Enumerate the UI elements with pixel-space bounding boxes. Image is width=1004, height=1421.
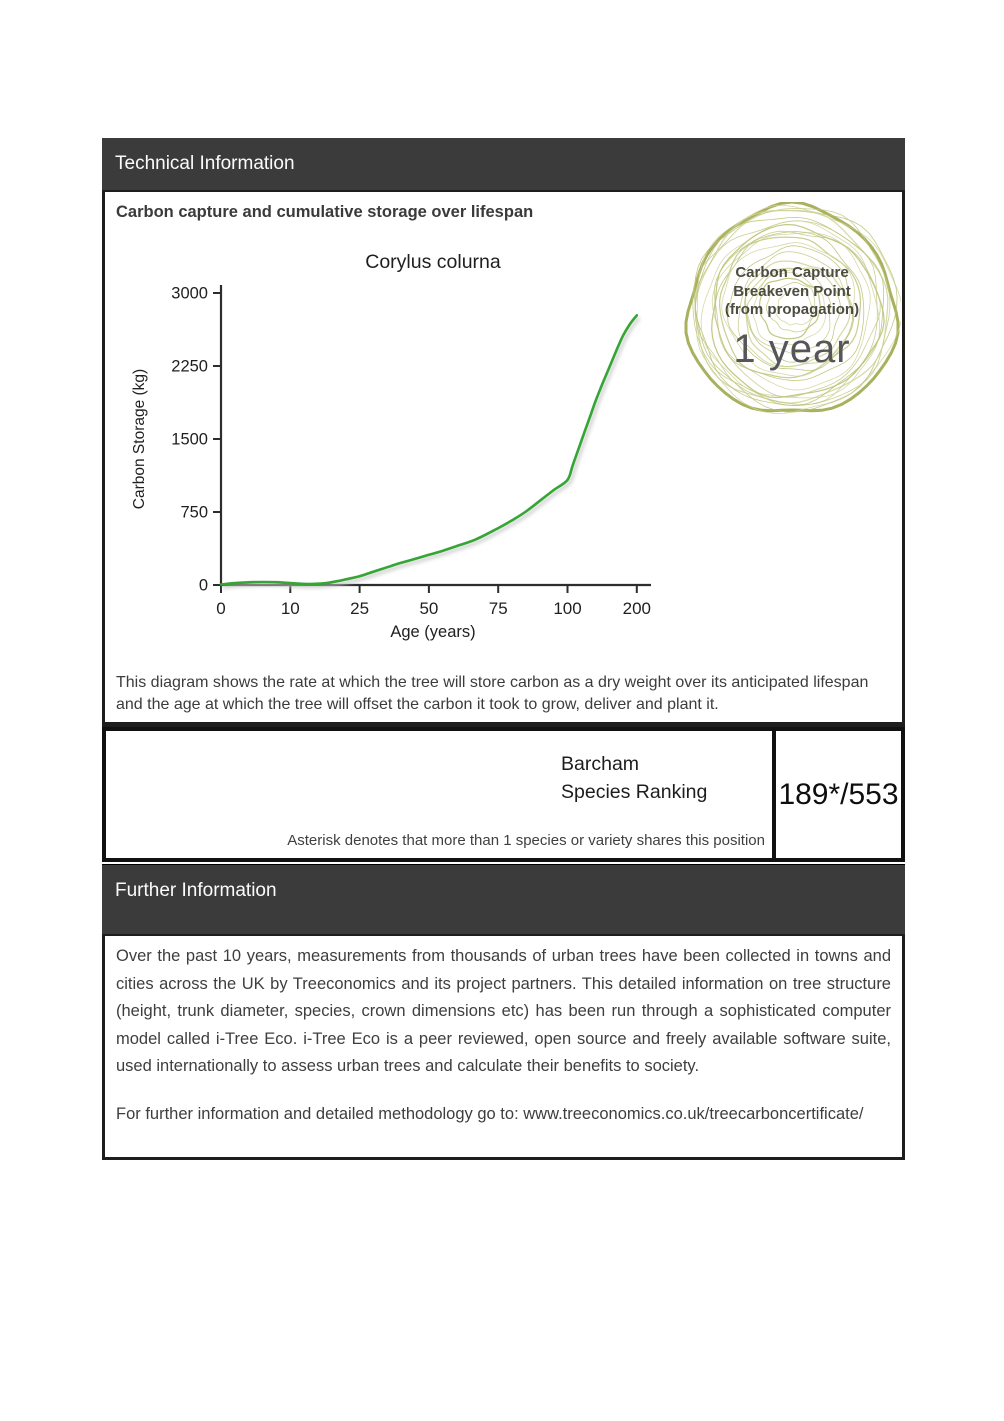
svg-text:3000: 3000 [171,285,208,303]
svg-text:Carbon Storage (kg): Carbon Storage (kg) [131,369,148,509]
svg-text:75: 75 [489,599,508,618]
svg-text:200: 200 [623,599,651,618]
ranking-label-line: Species Ranking [561,780,708,803]
stamp-title-line: (from propagation) [724,301,860,318]
breakeven-value: 1 year [733,326,851,371]
ranking-label-cell: Barcham Species Ranking Asterisk denotes… [106,731,772,858]
svg-text:10: 10 [281,599,300,618]
ranking-value-cell: 189*/553 [772,731,901,858]
methodology-link-line: For further information and detailed met… [116,1104,864,1123]
svg-text:0: 0 [199,577,208,595]
chart-caption: This diagram shows the rate at which the… [116,674,869,713]
further-information-section: Over the past 10 years, measurements fro… [102,934,905,1160]
svg-text:50: 50 [419,599,438,618]
svg-text:0: 0 [216,599,225,618]
species-ranking-section: Barcham Species Ranking Asterisk denotes… [102,727,905,862]
section-title: Carbon capture and cumulative storage ov… [116,203,534,221]
svg-text:Age (years): Age (years) [390,623,475,641]
carbon-storage-chart: 0 750 1500 2250 3000 0 10 25 50 75 100 200 Corylus c… [131,251,651,641]
technical-information-header: Technical Information [102,138,905,190]
stamp-title-line: Carbon Capture [735,264,849,281]
svg-text:750: 750 [180,504,208,522]
stamp-text: Carbon Capture Breakeven Point (from pro… [683,264,901,371]
ranking-label-line: Barcham [561,753,640,775]
tree-rings-icon [684,202,901,414]
ranking-value: 189*/553 [778,777,899,811]
certificate-document: Technical Information Carbon capture and… [102,138,905,1160]
breakeven-stamp: Carbon Capture Breakeven Point (from pro… [683,202,901,420]
info-paragraph: Over the past 10 years, measurements fro… [116,947,891,1075]
ranking-note: Asterisk denotes that more than 1 specie… [287,832,765,849]
further-information-header: Further Information [102,864,905,934]
technical-information-title: Technical Information [115,153,295,174]
carbon-capture-section: Carbon capture and cumulative storage ov… [102,190,905,727]
svg-text:1500: 1500 [171,431,208,449]
svg-text:2250: 2250 [171,358,208,376]
svg-text:25: 25 [350,599,369,618]
stamp-title-line: Breakeven Point [733,282,851,300]
ranking-label: Barcham Species Ranking [561,751,707,806]
further-information-title: Further Information [115,880,277,901]
svg-text:100: 100 [553,599,581,618]
svg-text:Corylus colurna: Corylus colurna [365,251,501,273]
stamp-title: Carbon Capture Breakeven Point (from pro… [683,264,901,320]
